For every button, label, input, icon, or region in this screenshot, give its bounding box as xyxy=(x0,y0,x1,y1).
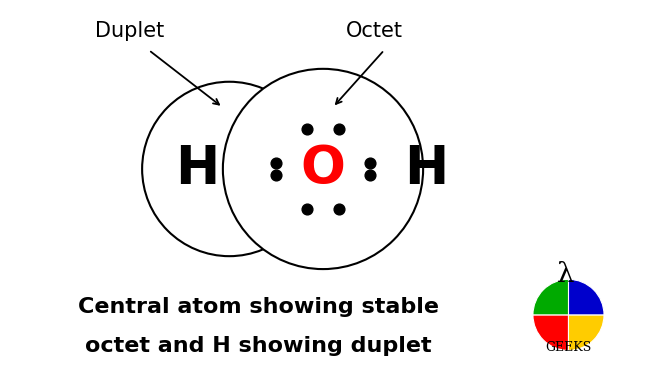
Point xyxy=(271,172,282,178)
Wedge shape xyxy=(568,315,604,351)
Wedge shape xyxy=(533,279,568,315)
Circle shape xyxy=(142,82,317,256)
Point xyxy=(334,126,344,132)
Point xyxy=(364,172,375,178)
Text: Octet: Octet xyxy=(346,21,403,41)
Wedge shape xyxy=(533,315,568,351)
Point xyxy=(302,126,312,132)
Text: H: H xyxy=(175,143,219,195)
Wedge shape xyxy=(568,279,604,315)
Text: O: O xyxy=(300,143,346,195)
Point xyxy=(302,206,312,212)
Text: GEEKS: GEEKS xyxy=(545,341,592,354)
Text: λ: λ xyxy=(556,261,574,288)
Text: Central atom showing stable: Central atom showing stable xyxy=(78,297,439,317)
Point xyxy=(334,206,344,212)
Text: H: H xyxy=(404,143,448,195)
Text: Duplet: Duplet xyxy=(94,21,164,41)
Point xyxy=(364,160,375,166)
Circle shape xyxy=(223,69,423,269)
Point xyxy=(271,160,282,166)
Text: octet and H showing duplet: octet and H showing duplet xyxy=(85,336,432,356)
